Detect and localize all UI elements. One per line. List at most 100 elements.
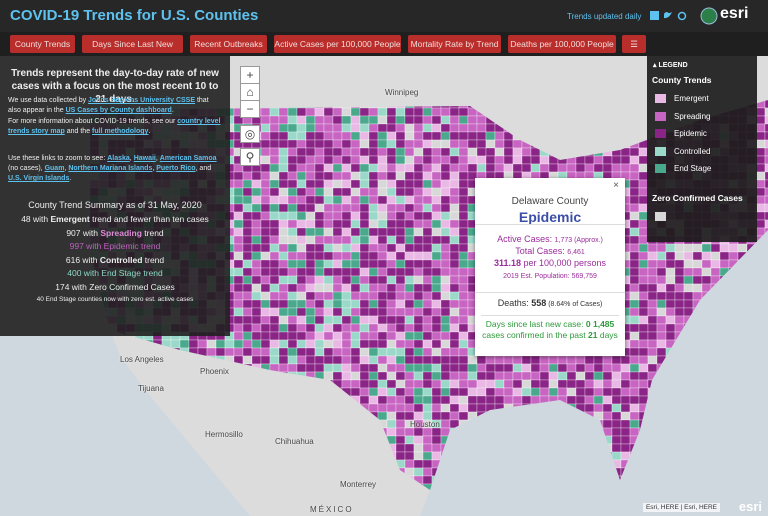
county[interactable] xyxy=(323,107,334,117)
county[interactable] xyxy=(386,315,397,325)
county[interactable] xyxy=(755,115,766,125)
county[interactable] xyxy=(647,347,658,357)
county[interactable] xyxy=(368,235,379,245)
county[interactable] xyxy=(404,267,415,277)
county[interactable] xyxy=(368,323,379,333)
county[interactable] xyxy=(530,155,541,165)
county[interactable] xyxy=(341,155,352,165)
county[interactable] xyxy=(251,347,262,357)
county[interactable] xyxy=(656,259,667,269)
county[interactable] xyxy=(242,299,253,309)
county[interactable] xyxy=(413,403,424,413)
county[interactable] xyxy=(323,275,334,285)
county[interactable] xyxy=(395,395,406,405)
county[interactable] xyxy=(611,411,622,421)
county[interactable] xyxy=(305,171,316,181)
county[interactable] xyxy=(566,163,577,173)
county[interactable] xyxy=(503,387,514,397)
county[interactable] xyxy=(764,107,768,117)
county[interactable] xyxy=(215,339,226,349)
county[interactable] xyxy=(377,171,388,181)
county[interactable] xyxy=(638,355,649,365)
county[interactable] xyxy=(350,227,361,237)
county[interactable] xyxy=(431,387,442,397)
county[interactable] xyxy=(629,275,640,285)
county[interactable] xyxy=(287,227,298,237)
county[interactable] xyxy=(611,371,622,381)
county[interactable] xyxy=(494,139,505,149)
county[interactable] xyxy=(656,315,667,325)
county[interactable] xyxy=(404,435,415,445)
county[interactable] xyxy=(413,131,424,141)
county[interactable] xyxy=(431,163,442,173)
county[interactable] xyxy=(350,147,361,157)
county[interactable] xyxy=(440,203,451,213)
county[interactable] xyxy=(242,243,253,253)
county[interactable] xyxy=(368,227,379,237)
county[interactable] xyxy=(251,331,262,341)
county[interactable] xyxy=(260,299,271,309)
county[interactable] xyxy=(287,123,298,133)
county[interactable] xyxy=(431,443,442,453)
county[interactable] xyxy=(683,267,694,277)
county[interactable] xyxy=(350,331,361,341)
county[interactable] xyxy=(395,435,406,445)
county[interactable] xyxy=(233,339,244,349)
county[interactable] xyxy=(233,331,244,341)
county[interactable] xyxy=(278,251,289,261)
county[interactable] xyxy=(458,291,469,301)
county[interactable] xyxy=(548,163,559,173)
county[interactable] xyxy=(323,195,334,205)
county[interactable] xyxy=(449,299,460,309)
county[interactable] xyxy=(557,371,568,381)
county[interactable] xyxy=(476,147,487,157)
county[interactable] xyxy=(413,315,424,325)
county[interactable] xyxy=(539,379,550,389)
county[interactable] xyxy=(422,139,433,149)
county[interactable] xyxy=(323,211,334,221)
county[interactable] xyxy=(764,123,768,133)
county[interactable] xyxy=(242,283,253,293)
county[interactable] xyxy=(512,139,523,149)
county[interactable] xyxy=(242,219,253,229)
county[interactable] xyxy=(296,123,307,133)
county[interactable] xyxy=(368,163,379,173)
county[interactable] xyxy=(287,107,298,117)
county[interactable] xyxy=(350,163,361,173)
county[interactable] xyxy=(233,219,244,229)
county[interactable] xyxy=(278,131,289,141)
county[interactable] xyxy=(512,147,523,157)
county[interactable] xyxy=(638,299,649,309)
county[interactable] xyxy=(431,427,442,437)
tab[interactable]: Days Since Last New Case xyxy=(82,35,183,67)
county[interactable] xyxy=(395,171,406,181)
county[interactable] xyxy=(647,323,658,333)
county[interactable] xyxy=(359,371,370,381)
county[interactable] xyxy=(638,363,649,373)
county[interactable] xyxy=(530,379,541,389)
county[interactable] xyxy=(359,291,370,301)
county[interactable] xyxy=(350,291,361,301)
county[interactable] xyxy=(359,219,370,229)
county[interactable] xyxy=(332,331,343,341)
county[interactable] xyxy=(278,235,289,245)
county[interactable] xyxy=(629,243,640,253)
county[interactable] xyxy=(395,219,406,229)
county[interactable] xyxy=(584,387,595,397)
county[interactable] xyxy=(620,443,631,453)
county[interactable] xyxy=(737,243,748,253)
county[interactable] xyxy=(413,307,424,317)
county[interactable] xyxy=(422,227,433,237)
county[interactable] xyxy=(611,435,622,445)
county[interactable] xyxy=(260,155,271,165)
county[interactable] xyxy=(323,355,334,365)
county[interactable] xyxy=(467,403,478,413)
county[interactable] xyxy=(404,347,415,357)
county[interactable] xyxy=(413,155,424,165)
tab[interactable]: Deaths per 100,000 People xyxy=(508,35,616,53)
county[interactable] xyxy=(269,291,280,301)
county[interactable] xyxy=(458,211,469,221)
county[interactable] xyxy=(395,347,406,357)
county[interactable] xyxy=(422,395,433,405)
county[interactable] xyxy=(638,283,649,293)
